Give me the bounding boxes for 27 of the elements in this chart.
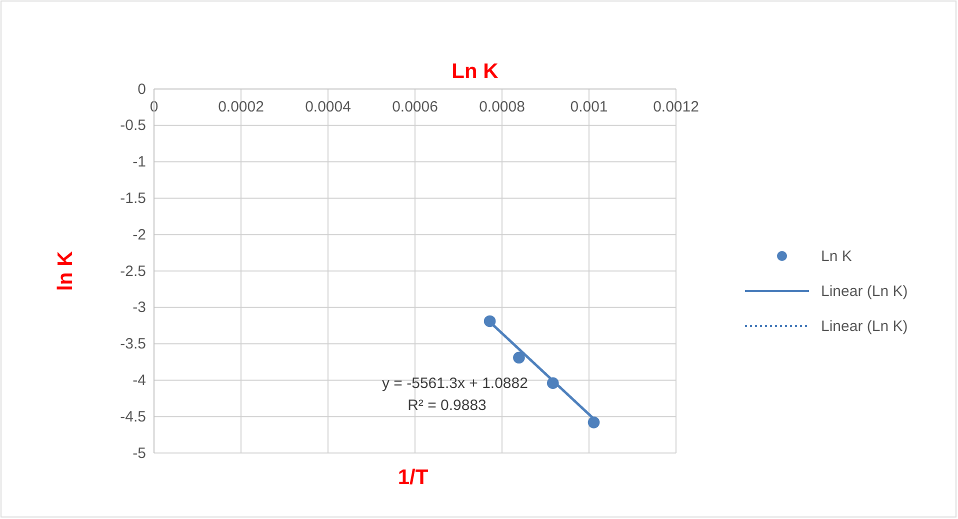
x-axis-title: 1/T: [398, 466, 428, 489]
chart-title: Ln K: [452, 60, 498, 83]
y-tick-label: -0.5: [120, 117, 146, 134]
legend-label: Linear (Ln K): [821, 283, 908, 300]
x-tick-label: 0.0004: [305, 98, 351, 116]
x-tick-label: 0.001: [570, 98, 608, 116]
x-tick-label: 0.0002: [218, 98, 264, 116]
point: [588, 416, 600, 428]
y-tick-label: -2: [132, 226, 146, 244]
legend-label: Ln K: [821, 248, 852, 265]
y-tick-label: -3: [132, 299, 146, 316]
annotation: y = -5561.3x + 1.0882: [382, 375, 528, 392]
annotation: R² = 0.9883: [408, 397, 486, 414]
y-tick-label: 0: [138, 80, 146, 98]
y-tick-label: -4: [132, 372, 146, 389]
x-tick-label: 0.0012: [653, 98, 699, 116]
y-tick-label: -3.5: [120, 336, 146, 353]
y-tick-label: -4.5: [120, 408, 146, 426]
y-axis-title: ln K: [54, 251, 77, 291]
y-tick-label: -1.5: [120, 190, 146, 207]
y-tick-label: -5: [132, 444, 146, 462]
y-tick-label: -2.5: [120, 262, 146, 280]
point: [513, 352, 525, 364]
legend-label: Linear (Ln K): [821, 318, 908, 335]
x-tick-label: 0.0008: [479, 98, 525, 116]
y-tick-label: -1: [132, 154, 146, 171]
x-tick-label: 0.0006: [392, 98, 438, 116]
